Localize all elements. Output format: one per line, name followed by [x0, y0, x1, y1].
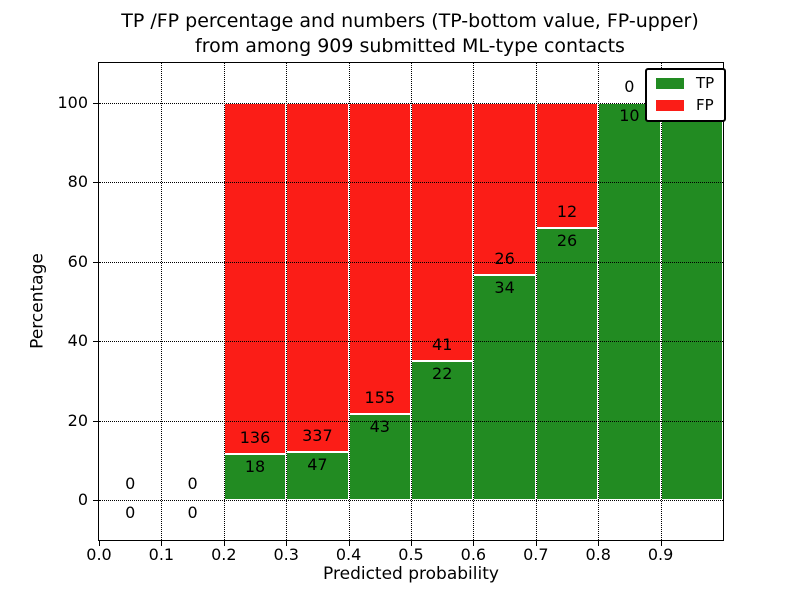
bar-tp-segment [473, 275, 536, 501]
bar-tp-segment [224, 453, 286, 501]
y-tick [93, 500, 99, 502]
x-tick-label: 0.1 [148, 545, 175, 564]
y-tick [93, 261, 99, 263]
y-tick-label: 100 [57, 92, 88, 112]
bar-fp-count-label: 41 [432, 335, 453, 355]
y-tick-label: 60 [67, 251, 88, 271]
y-tick [93, 102, 99, 104]
chart-title: TP /FP percentage and numbers (TP-bottom… [121, 10, 699, 58]
x-tick-label: 0.2 [211, 545, 237, 564]
bar-fp-count-label: 155 [364, 387, 396, 407]
x-tick [161, 540, 163, 546]
bar-fp-count-label: 136 [239, 427, 271, 447]
bar-tp-segment [661, 102, 723, 501]
bar-fp-segment [411, 102, 473, 362]
x-tick-label: 0.6 [460, 545, 487, 564]
legend: TP FP [645, 68, 727, 122]
gridline-x [660, 63, 662, 540]
bar-fp-count-label: 26 [494, 249, 515, 268]
bar-fp-count-label: 0 [187, 474, 198, 494]
gridline-x [348, 63, 350, 540]
y-tick [93, 182, 99, 184]
x-tick [411, 540, 412, 546]
x-tick [598, 540, 600, 546]
x-tick-label: 0.4 [335, 545, 362, 564]
bar-tp-count-label: 47 [307, 454, 328, 474]
x-tick-label: 0.9 [647, 545, 674, 564]
gridline-x [223, 63, 225, 540]
bar-tp-count-label: 0 [187, 503, 198, 523]
bar-tp-segment [286, 451, 349, 501]
x-tick-label: 0.5 [398, 545, 424, 564]
legend-label-fp: FP [696, 96, 714, 114]
bar-tp-segment [536, 228, 598, 501]
y-tick-label: 0 [77, 490, 88, 510]
y-axis-label: Percentage [27, 253, 48, 349]
bar-tp-count-label: 0 [125, 503, 136, 523]
bar-fp-count-label: 0 [125, 474, 136, 494]
x-tick [473, 540, 475, 546]
x-tick [535, 540, 537, 546]
y-tick-label: 80 [67, 172, 88, 192]
gridline-x [473, 63, 475, 540]
plot-area: Percentage Predicted probability 0 0 0 0 136… [28, 62, 727, 583]
bar-fp-count-label: 337 [302, 425, 333, 445]
legend-entry-tp: TP [656, 76, 714, 91]
bar-tp-count-label: 26 [556, 231, 578, 251]
bar-fp-segment [349, 102, 411, 414]
tp-swatch-icon [656, 78, 684, 89]
bar-fp-segment [224, 102, 286, 454]
x-tick-label: 0.3 [273, 545, 299, 564]
y-tick [93, 341, 99, 343]
legend-entry-fp: FP [656, 98, 714, 113]
y-tick [93, 420, 99, 422]
x-axis-label: Predicted probability [323, 564, 499, 584]
bar-tp-segment [411, 361, 473, 501]
gridline-x [161, 63, 163, 540]
bar-fp-segment [286, 102, 349, 452]
bar-tp-count-label: 18 [244, 456, 266, 476]
gridline-x [286, 63, 288, 540]
x-tick [223, 540, 225, 546]
legend-label-tp: TP [696, 74, 715, 92]
x-tick [348, 540, 350, 546]
bar-tp-count-label: 43 [369, 416, 390, 436]
bar-fp-count-label: 0 [624, 76, 635, 96]
x-tick [99, 540, 100, 546]
bar-tp-count-label: 34 [494, 278, 515, 297]
y-tick-label: 20 [67, 410, 88, 430]
fp-swatch-icon [656, 100, 684, 111]
x-tick [660, 540, 662, 546]
gridline-x [411, 63, 412, 540]
bar-fp-count-label: 12 [556, 202, 578, 222]
x-tick-label: 0.8 [585, 545, 611, 564]
bar-tp-count-label: 22 [432, 364, 453, 384]
x-tick [286, 540, 288, 546]
gridline-x [598, 63, 600, 540]
bar-tp-segment [598, 102, 661, 501]
bar-tp-count-label: 10 [619, 105, 640, 125]
y-tick-label: 40 [67, 331, 88, 351]
gridline-x [535, 63, 537, 540]
x-tick-label: 0.0 [86, 545, 112, 564]
x-tick-label: 0.7 [523, 545, 549, 564]
